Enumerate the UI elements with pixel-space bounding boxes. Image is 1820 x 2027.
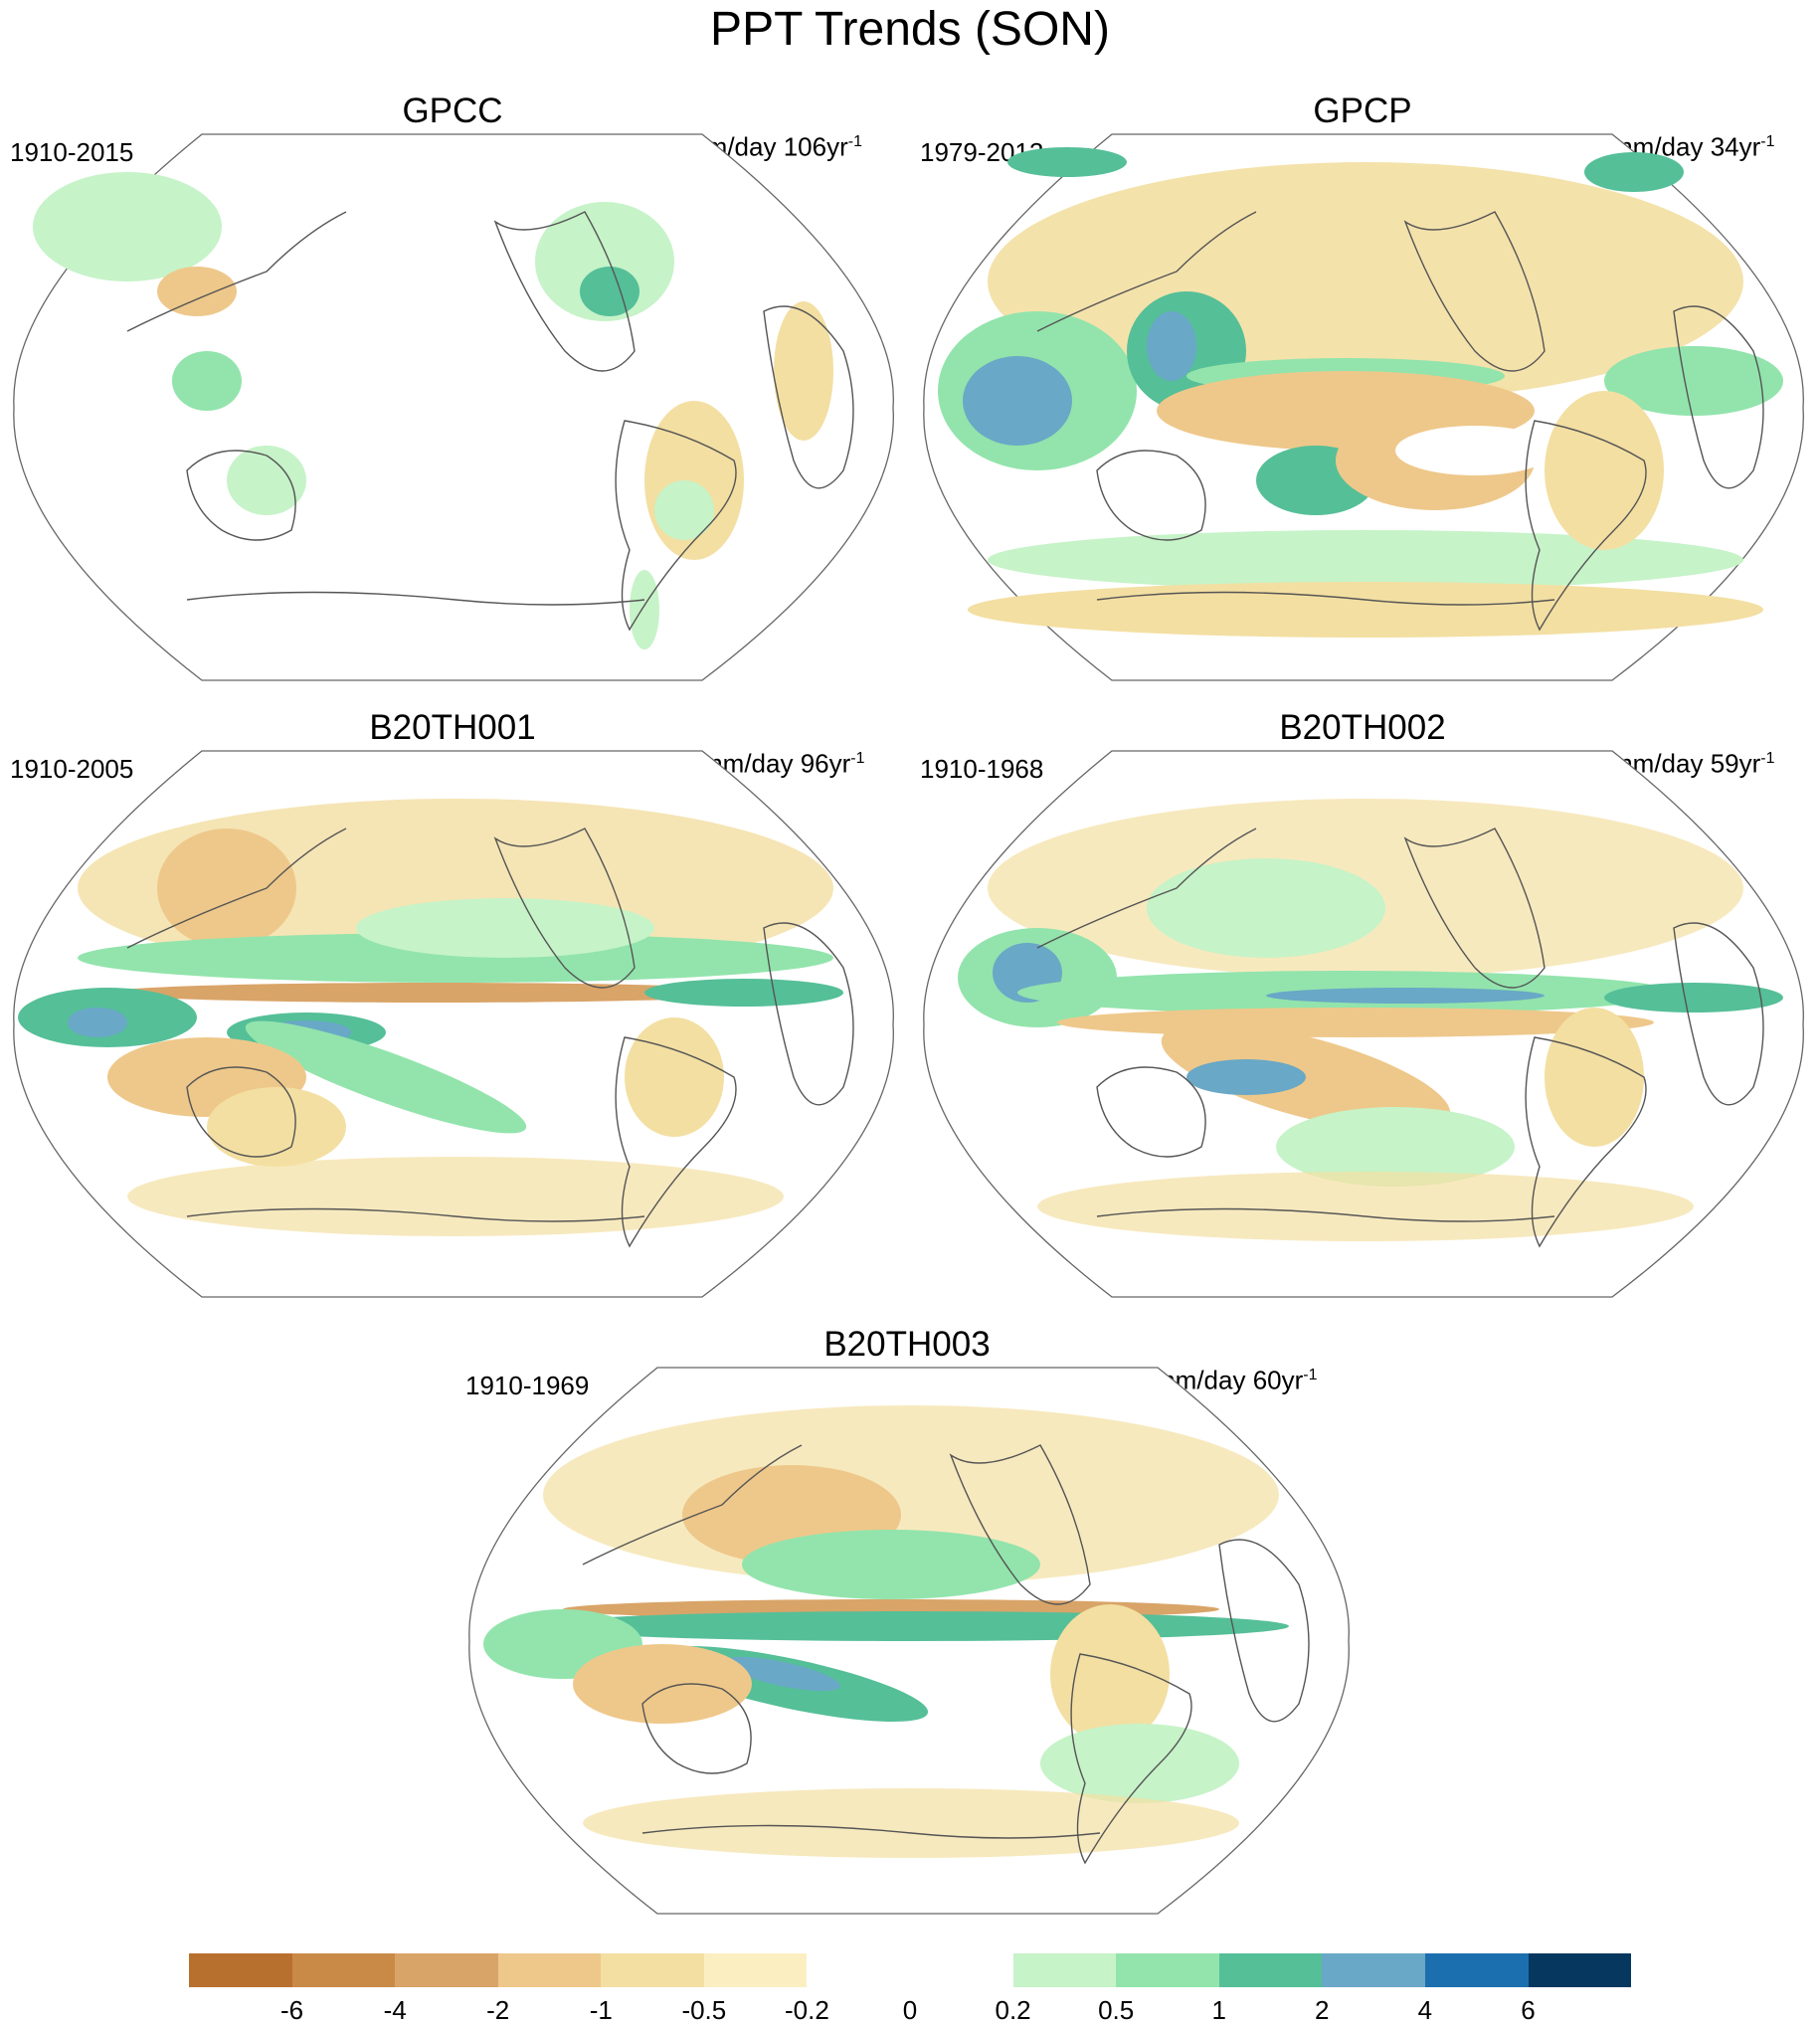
- colorbar-box: [497, 1953, 602, 1987]
- colorbar-label: 2: [1315, 1995, 1330, 2025]
- span-exponent: -1: [1303, 1367, 1318, 1383]
- colorbar-box: [395, 1953, 498, 1987]
- panel-period: 1910-2015: [10, 137, 134, 167]
- colorbar-box: [189, 1953, 292, 1987]
- colorbar-label: 0.2: [995, 1995, 1031, 2025]
- span-text: 106yr: [783, 131, 848, 162]
- map-b20th003: [468, 1367, 1350, 1915]
- colorbar-box: [1012, 1953, 1117, 1987]
- span-text: 96yr: [800, 748, 851, 779]
- colorbar-box: [291, 1953, 396, 1987]
- colorbar-label: 1: [1211, 1995, 1226, 2025]
- coastlines: [582, 1444, 1310, 1865]
- map-gpcp: [923, 133, 1804, 681]
- panel-title: B20TH003: [823, 1325, 991, 1364]
- colorbar-box: [910, 1953, 1013, 1987]
- colorbar-box: [1218, 1953, 1323, 1987]
- colorbar-label: -6: [280, 1995, 304, 2025]
- colorbar-box: [601, 1953, 704, 1987]
- map-b20th001: [13, 750, 894, 1298]
- panel-period: 1910-2005: [10, 754, 134, 784]
- colorbar-box: [1424, 1953, 1529, 1987]
- colorbar-box: [807, 1953, 911, 1987]
- colorbar-box: [703, 1953, 808, 1987]
- panel-title: GPCC: [402, 92, 503, 130]
- panel-title: B20TH002: [1279, 708, 1446, 747]
- span-exponent: -1: [1760, 750, 1775, 767]
- map-gpcc: [13, 133, 894, 681]
- coastlines: [126, 828, 854, 1248]
- colorbar-label: 6: [1521, 1995, 1536, 2025]
- coastlines: [1036, 211, 1764, 632]
- panel-period: 1910-1968: [920, 754, 1044, 784]
- panel-title: GPCP: [1313, 92, 1412, 130]
- colorbar-label: 4: [1417, 1995, 1433, 2025]
- colorbar-label: 0: [902, 1995, 918, 2025]
- precip-anomaly-patches: [483, 1405, 1289, 1858]
- coastlines: [126, 211, 854, 632]
- span-text: 60yr: [1252, 1365, 1304, 1395]
- colorbar-label: -4: [383, 1995, 407, 2025]
- colorbar-label: -2: [486, 1995, 510, 2025]
- panel-period: 1910-1969: [465, 1371, 590, 1400]
- colorbar-label: -0.2: [785, 1995, 829, 2025]
- precip-anomaly-patches: [18, 799, 843, 1236]
- colorbar-box: [1322, 1953, 1425, 1987]
- precip-anomaly-patches: [938, 147, 1783, 638]
- colorbar-label: 0.5: [1098, 1995, 1135, 2025]
- colorbar-box: [1528, 1953, 1632, 1987]
- span-exponent: -1: [847, 133, 862, 150]
- coastlines: [1036, 828, 1764, 1248]
- colorbar-label: -1: [589, 1995, 613, 2025]
- span-exponent: -1: [850, 750, 865, 767]
- precip-anomaly-patches: [958, 799, 1783, 1241]
- map-b20th002: [923, 750, 1804, 1298]
- colorbar-box: [1116, 1953, 1219, 1987]
- colorbar-label: -0.5: [681, 1995, 727, 2025]
- span-exponent: -1: [1760, 133, 1775, 150]
- figure-title: PPT Trends (SON): [710, 3, 1110, 56]
- span-text: 59yr: [1710, 748, 1761, 779]
- span-text: 34yr: [1710, 131, 1761, 162]
- panel-title: B20TH001: [369, 708, 536, 747]
- colorbar: [189, 1953, 1632, 1987]
